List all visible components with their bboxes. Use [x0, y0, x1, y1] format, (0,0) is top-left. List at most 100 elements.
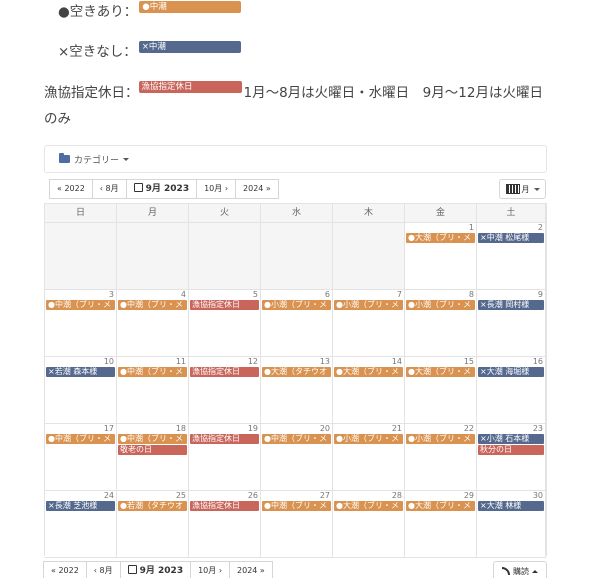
calendar-event[interactable]: 敬老の日: [118, 445, 187, 455]
calendar-event[interactable]: ●小潮（ブリ・メ: [262, 300, 331, 310]
category-filter[interactable]: カテゴリー: [44, 145, 547, 173]
calendar-event[interactable]: ●大潮（タチウオ: [262, 367, 331, 377]
day-number[interactable]: 15: [463, 357, 474, 366]
day-cell[interactable]: 7 ●小潮（ブリ・メ: [333, 290, 405, 357]
prev-month-button[interactable]: ‹ 8月: [91, 179, 127, 199]
day-number[interactable]: 26: [247, 491, 258, 500]
day-number[interactable]: 3: [108, 290, 114, 299]
day-number[interactable]: 1: [468, 223, 474, 232]
day-cell[interactable]: 30 ×大潮 林様: [477, 491, 546, 558]
day-cell[interactable]: 26 漁協指定休日: [189, 491, 261, 558]
day-number[interactable]: 21: [391, 424, 402, 433]
day-number[interactable]: 12: [247, 357, 258, 366]
calendar-event[interactable]: ●大潮（ブリ・メ: [406, 233, 475, 243]
calendar-event[interactable]: ●大潮（ブリ・メ: [406, 367, 475, 377]
day-cell[interactable]: 28 ●大潮（ブリ・メ: [333, 491, 405, 558]
calendar-event[interactable]: ●中潮（ブリ・メ: [118, 300, 187, 310]
day-number[interactable]: 5: [252, 290, 258, 299]
calendar-event[interactable]: ×若潮 森本様: [46, 367, 115, 377]
day-cell[interactable]: 9 ×長潮 岡村様: [477, 290, 546, 357]
calendar-event[interactable]: ●中潮（ブリ・メ: [118, 434, 187, 444]
day-number[interactable]: 13: [319, 357, 330, 366]
calendar-event[interactable]: ●中潮（ブリ・メ: [46, 300, 115, 310]
day-number[interactable]: 25: [175, 491, 186, 500]
calendar-event[interactable]: ×大潮 海堀様: [478, 367, 544, 377]
next-year-button[interactable]: 2024 »: [229, 561, 273, 578]
current-month-button[interactable]: 9月 2023: [119, 561, 192, 578]
day-number[interactable]: 27: [319, 491, 330, 500]
day-number[interactable]: 23: [532, 424, 543, 433]
current-month-button[interactable]: 9月 2023: [125, 179, 198, 199]
day-number[interactable]: 24: [103, 491, 114, 500]
day-cell[interactable]: 12 漁協指定休日: [189, 357, 261, 424]
day-cell[interactable]: 14 ●大潮（ブリ・メ: [333, 357, 405, 424]
day-number[interactable]: 30: [532, 491, 543, 500]
day-number[interactable]: 17: [103, 424, 114, 433]
calendar-event[interactable]: ●大潮（ブリ・メ: [334, 501, 403, 511]
day-number[interactable]: 28: [391, 491, 402, 500]
prev-year-button[interactable]: « 2022: [49, 179, 93, 199]
next-month-button[interactable]: 10月 ›: [190, 561, 231, 578]
day-number[interactable]: 8: [468, 290, 474, 299]
day-cell[interactable]: 2 ×中潮 松尾様: [477, 223, 546, 290]
calendar-event[interactable]: 漁協指定休日: [190, 434, 259, 444]
day-number[interactable]: 20: [319, 424, 330, 433]
calendar-event[interactable]: ●中潮（ブリ・メ: [46, 434, 115, 444]
day-cell[interactable]: 5 漁協指定休日: [189, 290, 261, 357]
day-cell[interactable]: 20 ●中潮（ブリ・メ: [261, 424, 333, 491]
calendar-event[interactable]: ×大潮 林様: [478, 501, 544, 511]
calendar-event[interactable]: ●中潮（ブリ・メ: [118, 367, 187, 377]
next-month-button[interactable]: 10月 ›: [196, 179, 237, 199]
view-switch-button[interactable]: 月: [499, 179, 546, 199]
day-cell[interactable]: 18 ●中潮（ブリ・メ 敬老の日: [117, 424, 189, 491]
day-cell[interactable]: 8 ●小潮（ブリ・メ: [405, 290, 477, 357]
day-cell[interactable]: 11 ●中潮（ブリ・メ: [117, 357, 189, 424]
day-number[interactable]: 18: [175, 424, 186, 433]
calendar-event[interactable]: ●中潮（ブリ・メ: [262, 501, 331, 511]
day-cell[interactable]: 4 ●中潮（ブリ・メ: [117, 290, 189, 357]
calendar-event[interactable]: ●小潮（ブリ・メ: [406, 300, 475, 310]
calendar-event[interactable]: 漁協指定休日: [190, 367, 259, 377]
calendar-event[interactable]: ●大潮（ブリ・メ: [406, 501, 475, 511]
day-number[interactable]: 9: [537, 290, 543, 299]
day-cell[interactable]: 1 ●大潮（ブリ・メ: [405, 223, 477, 290]
day-cell[interactable]: 27 ●中潮（ブリ・メ: [261, 491, 333, 558]
day-cell[interactable]: 17 ●中潮（ブリ・メ: [45, 424, 117, 491]
day-number[interactable]: 29: [463, 491, 474, 500]
day-number[interactable]: 2: [537, 223, 543, 232]
day-number[interactable]: 7: [396, 290, 402, 299]
day-number[interactable]: 14: [391, 357, 402, 366]
day-number[interactable]: 19: [247, 424, 258, 433]
calendar-event[interactable]: ●小潮（ブリ・メ: [334, 300, 403, 310]
day-number[interactable]: 22: [463, 424, 474, 433]
day-cell[interactable]: 10 ×若潮 森本様: [45, 357, 117, 424]
day-number[interactable]: 4: [180, 290, 186, 299]
calendar-event[interactable]: ×長潮 芝池様: [46, 501, 115, 511]
calendar-event[interactable]: ×小潮 石本様: [478, 434, 544, 444]
day-cell[interactable]: 16 ×大潮 海堀様: [477, 357, 546, 424]
calendar-event[interactable]: 漁協指定休日: [190, 300, 259, 310]
calendar-event[interactable]: ●大潮（ブリ・メ: [334, 367, 403, 377]
day-cell[interactable]: 25 ●若潮（タチウオ: [117, 491, 189, 558]
calendar-event[interactable]: ●若潮（タチウオ: [118, 501, 187, 511]
calendar-event[interactable]: ●小潮（ブリ・メ: [334, 434, 403, 444]
day-cell[interactable]: 23 ×小潮 石本様 秋分の日: [477, 424, 546, 491]
day-cell[interactable]: 19 漁協指定休日: [189, 424, 261, 491]
day-cell[interactable]: 6 ●小潮（ブリ・メ: [261, 290, 333, 357]
prev-year-button[interactable]: « 2022: [43, 561, 87, 578]
next-year-button[interactable]: 2024 »: [235, 179, 279, 199]
day-cell[interactable]: 22 ●小潮（ブリ・メ: [405, 424, 477, 491]
calendar-event[interactable]: ●小潮（ブリ・メ: [406, 434, 475, 444]
subscribe-button[interactable]: 購読: [493, 561, 547, 578]
calendar-event[interactable]: ●中潮（ブリ・メ: [262, 434, 331, 444]
prev-month-button[interactable]: ‹ 8月: [85, 561, 121, 578]
day-cell[interactable]: 29 ●大潮（ブリ・メ: [405, 491, 477, 558]
calendar-event[interactable]: 秋分の日: [478, 445, 544, 455]
day-number[interactable]: 16: [532, 357, 543, 366]
day-cell[interactable]: 13 ●大潮（タチウオ: [261, 357, 333, 424]
calendar-event[interactable]: ×長潮 岡村様: [478, 300, 544, 310]
day-cell[interactable]: 3 ●中潮（ブリ・メ: [45, 290, 117, 357]
day-number[interactable]: 6: [324, 290, 330, 299]
day-cell[interactable]: 15 ●大潮（ブリ・メ: [405, 357, 477, 424]
day-cell[interactable]: 24 ×長潮 芝池様: [45, 491, 117, 558]
